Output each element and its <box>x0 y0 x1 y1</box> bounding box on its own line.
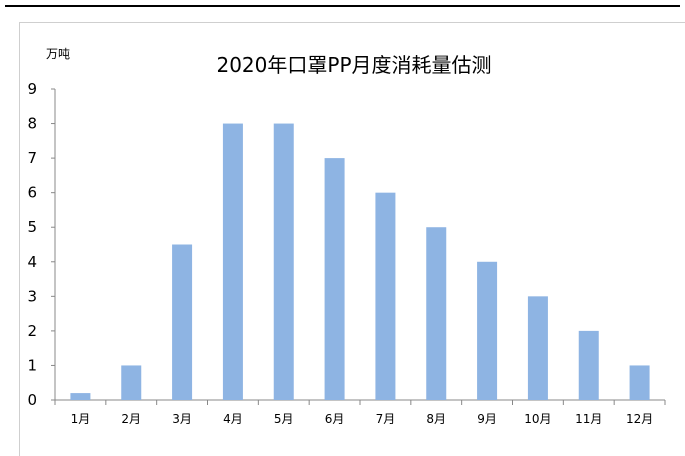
chart-title: 2020年口罩PP月度消耗量估测 <box>216 53 491 77</box>
bar-3 <box>172 244 193 400</box>
bar-6 <box>324 158 345 400</box>
bar-2 <box>121 365 142 400</box>
x-tick-label: 9月 <box>477 412 497 426</box>
y-tick-label: 0 <box>27 391 37 409</box>
top-rule <box>5 5 680 7</box>
bar-12 <box>629 365 650 400</box>
y-tick-label: 3 <box>27 287 37 305</box>
x-tick-label: 1月 <box>71 412 91 426</box>
bar-9 <box>477 261 498 400</box>
bar-10 <box>527 296 548 400</box>
chart-frame <box>19 22 685 456</box>
bar-4 <box>222 123 243 401</box>
x-tick-label: 4月 <box>223 412 243 426</box>
bars <box>70 123 650 401</box>
bar-1 <box>70 393 91 400</box>
y-tick-label: 9 <box>27 80 37 98</box>
x-tick-labels: 1月 2月 3月 4月 5月 6月 7月 8月 9月 10月 11月 12月 <box>71 412 654 426</box>
y-tick-label: 1 <box>27 356 37 374</box>
bar-8 <box>426 227 447 400</box>
x-tick-label: 8月 <box>426 412 446 426</box>
unit-label: 万吨 <box>46 47 70 61</box>
y-tick-labels: 0 1 2 3 4 5 6 7 8 9 <box>27 80 37 409</box>
x-tick-label: 10月 <box>524 412 551 426</box>
axes <box>51 88 666 405</box>
x-tick-label: 11月 <box>575 412 602 426</box>
x-tick-label: 6月 <box>325 412 345 426</box>
x-tick-label: 5月 <box>274 412 294 426</box>
y-tick-label: 7 <box>27 149 37 167</box>
x-tick-label: 2月 <box>121 412 141 426</box>
bar-5 <box>273 123 294 401</box>
y-tick-label: 2 <box>27 322 37 340</box>
y-tick-label: 4 <box>27 253 37 271</box>
y-tick-label: 5 <box>27 218 37 236</box>
bar-11 <box>578 330 599 400</box>
x-tick-label: 3月 <box>172 412 192 426</box>
x-tick-label: 12月 <box>626 412 653 426</box>
y-tick-label: 8 <box>27 115 37 133</box>
bar-7 <box>375 192 396 400</box>
x-tick-label: 7月 <box>376 412 396 426</box>
y-tick-label: 6 <box>27 184 37 202</box>
